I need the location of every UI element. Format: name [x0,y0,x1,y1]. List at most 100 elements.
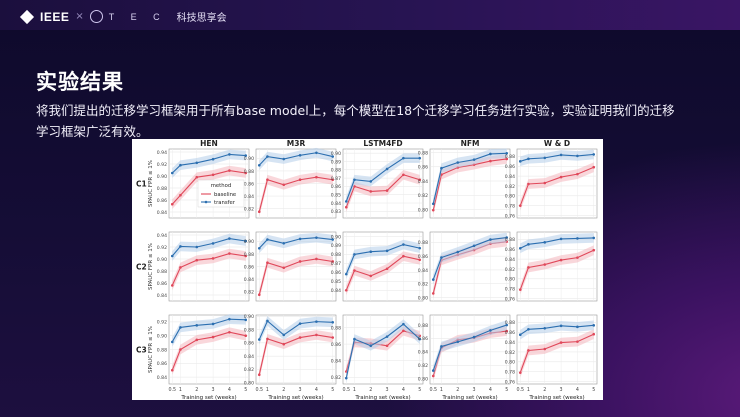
baseline-point [527,266,530,269]
baseline-line [519,166,594,206]
transfer-band [346,239,420,279]
transfer-point [331,238,335,241]
baseline-point [257,373,261,377]
baseline-point [315,257,318,261]
baseline-point [179,266,182,269]
y-tick-label: 0.84 [244,354,254,360]
y-tick-label: 0.80 [418,207,428,213]
baseline-point [559,175,563,179]
transfer-point [456,250,460,254]
baseline-point [518,288,522,291]
y-tick-label: 0.92 [157,245,167,251]
slide-description: 将我们提出的迁移学习框架用于所有base model上，每个模型在18个迁移学习… [36,103,675,139]
baseline-point [211,335,215,339]
transfer-point [228,317,231,321]
y-tick-label: 0.82 [418,282,428,288]
transfer-line [171,153,246,174]
y-tick-label: 0.89 [331,159,341,165]
y-tick-label: 0.78 [505,369,515,375]
transfer-point [298,322,302,325]
x-tick-label: 1 [440,387,443,393]
y-tick-label: 0.88 [157,186,167,192]
transfer-point [385,249,389,253]
transfer-point [170,171,174,175]
transfer-line [432,152,507,204]
baseline-point [170,284,174,287]
transfer-point [282,333,286,337]
y-tick-label: 0.90 [244,156,254,162]
baseline-point [315,175,318,179]
transfer-point [211,242,215,245]
y-tick-label: 0.80 [418,376,428,382]
transfer-line [258,237,333,249]
baseline-point [385,189,389,192]
baseline-point [266,337,269,341]
transfer-point [456,340,460,344]
transfer-point [559,153,563,157]
baseline-point [505,157,509,161]
x-tick-label: 5 [331,387,334,393]
y-tick-label: 0.88 [505,237,515,243]
transfer-line [432,236,507,280]
baseline-point [282,183,286,187]
y-tick-label: 0.78 [505,203,515,209]
y-tick-label: 0.82 [418,193,428,199]
x-tick-label: 4 [489,387,492,393]
y-tick-label: 0.82 [244,206,254,212]
top-bar: IEEE × T E C 科技思享会 [0,0,740,30]
x-tick-label: 4 [315,387,318,393]
y-tick-label: 0.90 [244,239,254,245]
y-tick-label: 0.86 [244,341,254,347]
y-tick-label: 0.85 [331,193,341,199]
y-tick-label: 0.90 [157,257,167,263]
y-tick-label: 0.88 [244,169,254,175]
transfer-point [431,369,435,372]
baseline-point [298,178,302,182]
transfer-point [472,158,476,161]
x-axis-label: Training set (weeks) [528,395,584,400]
y-tick-label: 0.86 [505,247,515,253]
baseline-point [369,274,373,278]
transfer-point [518,160,522,163]
baseline-point [527,182,530,186]
transfer-point [418,156,422,160]
x-tick-label: 2 [369,387,372,393]
transfer-point [527,243,530,246]
y-tick-label: 0.86 [244,264,254,270]
y-tick-label: 0.84 [505,174,515,180]
transfer-point [576,325,579,329]
baseline-point [211,173,215,177]
legend-baseline-label: baseline [214,192,236,198]
transfer-point [559,324,563,328]
y-tick-label: 0.80 [505,360,515,366]
x-tick-label: 2 [543,387,546,393]
transfer-band [433,320,507,376]
baseline-line [519,249,594,290]
transfer-point [170,340,174,344]
transfer-point [527,327,530,331]
transfer-band [172,314,246,347]
baseline-line [171,331,246,371]
y-tick-label: 0.92 [157,162,167,168]
transfer-line [432,324,507,371]
transfer-point [315,236,318,239]
transfer-point [505,323,509,327]
baseline-point [266,261,269,265]
baseline-line [171,170,246,205]
transfer-band [520,149,594,167]
baseline-point [418,178,422,182]
transfer-point [369,180,373,183]
transfer-point [543,156,547,160]
y-tick-label: 0.84 [418,268,428,274]
transfer-point [418,246,422,250]
x-axis-label: Training set (weeks) [441,395,497,400]
baseline-point [211,257,215,260]
transfer-point [315,320,318,323]
baseline-point [402,254,405,258]
transfer-line [520,153,594,162]
transfer-point [402,322,405,326]
transfer-point [344,200,348,203]
brand-separator: × [75,11,84,22]
row-label: C2 [136,263,147,272]
baseline-point [592,165,596,169]
